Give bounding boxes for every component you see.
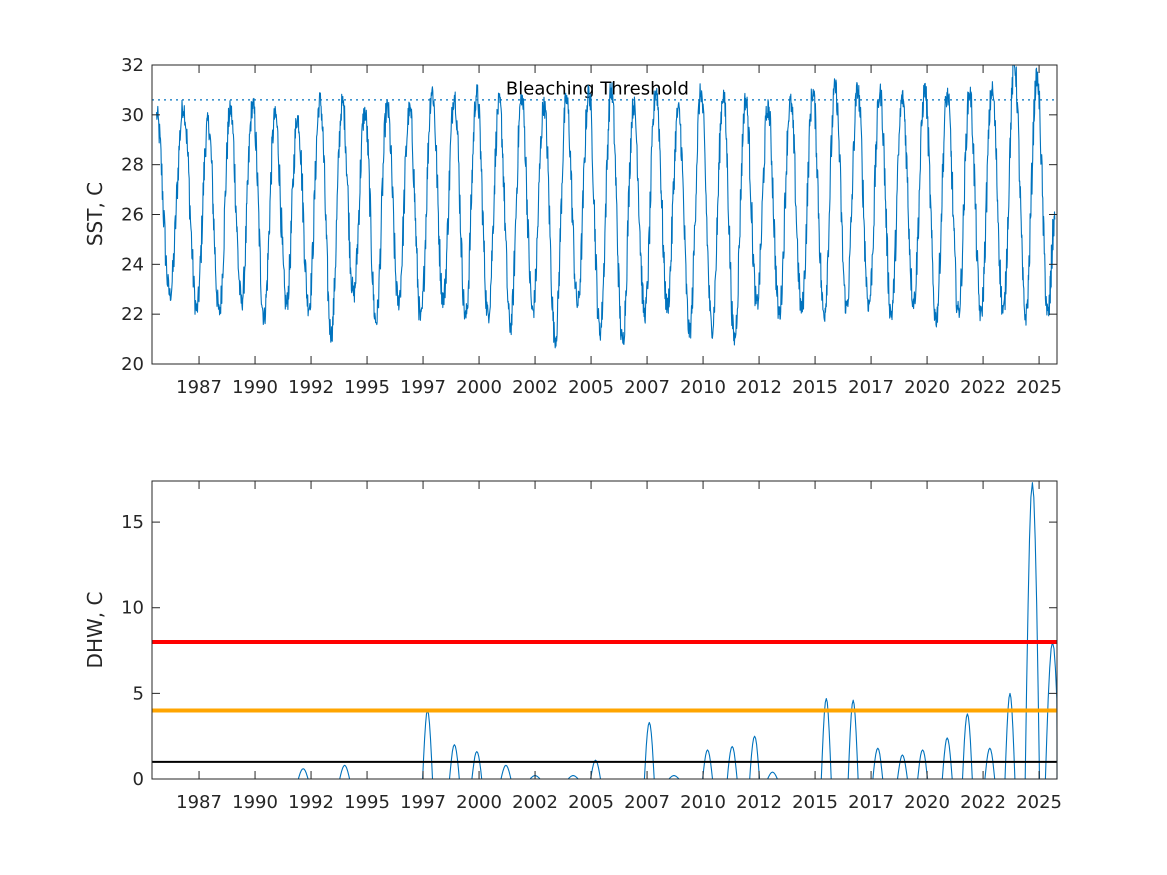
dhw-xtick-label: 1997 [400, 792, 446, 813]
sst-xtick-label: 1987 [176, 377, 222, 398]
dhw-xtick-label: 2015 [792, 792, 838, 813]
dhw-reference-lines [152, 639, 1057, 763]
sst-xtick-label: 2022 [960, 377, 1006, 398]
dhw-ytick-label: 5 [133, 683, 144, 704]
sst-xtick-label: 2005 [568, 377, 614, 398]
sst-xtick-label: 2025 [1016, 377, 1062, 398]
dhw-xtick-label: 1987 [176, 792, 222, 813]
dhw-axes-box [151, 480, 1058, 780]
sst-xtick-label: 2000 [456, 377, 502, 398]
dhw-y-ticks: 0 5 10 15 [121, 512, 1057, 790]
dhw-xtick-label: 1990 [232, 792, 278, 813]
sst-xtick-label: 2012 [736, 377, 782, 398]
dhw-xtick-label: 2022 [960, 792, 1006, 813]
dhw-xtick-label: 1995 [344, 792, 390, 813]
dhw-xtick-label: 2002 [512, 792, 558, 813]
dhw-xtick-label: 2007 [624, 792, 670, 813]
dhw-ytick-label: 15 [121, 512, 144, 533]
sst-threshold-group: Bleaching Threshold [152, 78, 1057, 101]
dhw-xtick-label: 2010 [680, 792, 726, 813]
sst-xtick-label: 2020 [904, 377, 950, 398]
sst-ytick-label: 28 [121, 155, 144, 176]
sst-xtick-label: 2017 [848, 377, 894, 398]
sst-ytick-label: 24 [121, 254, 144, 275]
sst-xtick-label: 1990 [232, 377, 278, 398]
sst-x-ticks: 1987 1990 1992 1995 1997 2000 2002 2005 2007 2010… [176, 65, 1062, 398]
dhw-x-ticks: 1987 1990 1992 1995 1997 2000 2002 2005 2007 2010… [176, 481, 1062, 813]
dhw-xtick-label: 2000 [456, 792, 502, 813]
dhw-xtick-label: 2017 [848, 792, 894, 813]
sst-ytick-label: 32 [121, 55, 144, 76]
sst-xtick-label: 2010 [680, 377, 726, 398]
sst-series-line [155, 64, 1056, 349]
sst-ytick-label: 20 [121, 354, 144, 375]
sst-xtick-label: 2015 [792, 377, 838, 398]
sst-ytick-label: 30 [121, 105, 144, 126]
dhw-y-axis-label: DHW, C [83, 592, 107, 669]
sst-y-axis-label: SST, C [83, 182, 107, 246]
sst-xtick-label: 1995 [344, 377, 390, 398]
dhw-ytick-label: 0 [133, 769, 144, 790]
sst-xtick-label: 2002 [512, 377, 558, 398]
dhw-xtick-label: 2012 [736, 792, 782, 813]
dhw-xtick-label: 2005 [568, 792, 614, 813]
sst-threshold-annotation: Bleaching Threshold [506, 78, 689, 99]
dhw-xtick-label: 1992 [288, 792, 334, 813]
dhw-panel: 0 5 10 15 1987 1990 1992 1995 1997 2000 2002 2005 2… [83, 480, 1062, 813]
dhw-ytick-label: 10 [121, 598, 144, 619]
sst-ytick-label: 26 [121, 205, 144, 226]
sst-plot-area [152, 65, 1057, 364]
dhw-xtick-label: 2020 [904, 792, 950, 813]
sst-y-ticks: 20 22 24 26 28 30 32 [121, 55, 1057, 375]
dhw-plot-area [152, 481, 1057, 779]
sst-xtick-label: 1992 [288, 377, 334, 398]
dhw-xtick-label: 2025 [1016, 792, 1062, 813]
sst-xtick-label: 1997 [400, 377, 446, 398]
sst-ytick-label: 22 [121, 304, 144, 325]
sst-xtick-label: 2007 [624, 377, 670, 398]
